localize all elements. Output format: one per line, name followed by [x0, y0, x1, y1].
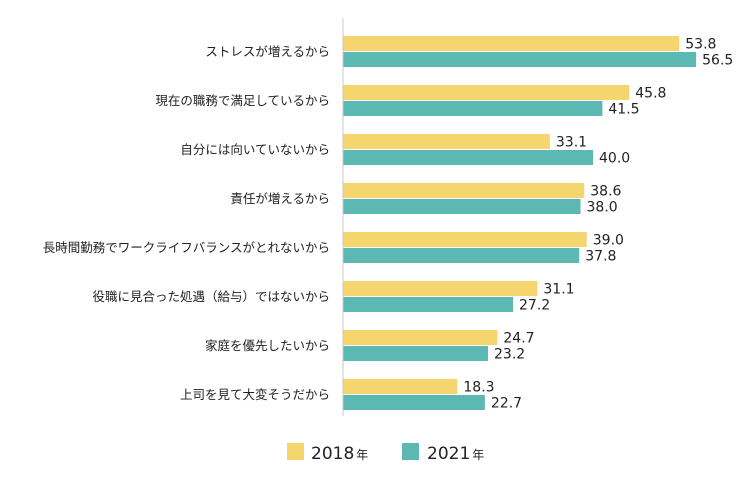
bar-2021: [343, 248, 580, 263]
data-label: 23.2: [494, 347, 525, 363]
category-label: ストレスが増えるから: [205, 44, 330, 59]
bar-2021: [343, 101, 603, 116]
data-label: 56.5: [702, 53, 733, 69]
data-label: 33.1: [556, 135, 587, 151]
data-label: 27.2: [519, 298, 550, 314]
bar-2021: [343, 52, 697, 67]
category-label: 家庭を優先したいから: [205, 338, 330, 353]
category-label: 長時間勤務でワークライフバランスがとれないから: [43, 240, 330, 255]
bar-2018: [343, 330, 498, 345]
legend-year-suffix: 年: [472, 448, 484, 462]
bar-2018: [343, 379, 458, 394]
bar-2018: [343, 36, 680, 51]
bar-2021: [343, 297, 513, 312]
data-label: 40.0: [599, 151, 630, 167]
bar-2021: [343, 346, 488, 361]
legend-year-2021: 2021: [427, 444, 470, 464]
legend-year-suffix: 年: [356, 448, 368, 462]
category-label: 自分には向いていないから: [180, 142, 330, 157]
legend-swatch-2018: [287, 443, 304, 460]
data-label: 38.6: [590, 184, 621, 200]
legend-swatch-2021: [402, 443, 419, 460]
data-label: 45.8: [635, 86, 666, 102]
category-label: 現在の職務で満足しているから: [155, 93, 330, 108]
data-label: 31.1: [543, 282, 574, 298]
data-label: 38.0: [587, 200, 618, 216]
bar-2018: [343, 134, 550, 149]
data-label: 41.5: [608, 102, 639, 118]
bar-2018: [343, 281, 538, 296]
legend-year-2018: 2018: [311, 444, 354, 464]
data-label: 37.8: [585, 249, 616, 265]
category-label: 上司を見て大変そうだから: [180, 387, 330, 402]
category-label: 責任が増えるから: [230, 191, 330, 206]
data-label: 18.3: [463, 380, 494, 396]
data-label: 39.0: [593, 233, 624, 249]
bar-2021: [343, 199, 581, 214]
category-label: 役職に見合った処遇（給与）ではないから: [92, 289, 330, 304]
bar-2018: [343, 183, 585, 198]
data-label: 24.7: [503, 331, 534, 347]
bar-2021: [343, 150, 593, 165]
bar-2018: [343, 232, 587, 247]
data-label: 53.8: [685, 37, 716, 53]
bar-2018: [343, 85, 630, 100]
bar-2021: [343, 395, 485, 410]
data-label: 22.7: [491, 396, 522, 412]
